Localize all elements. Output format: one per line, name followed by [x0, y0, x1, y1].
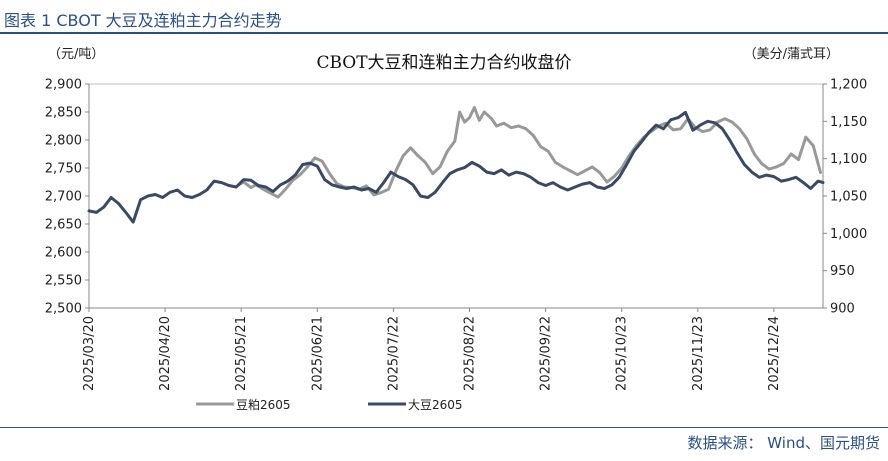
- left-tick-label: 2,750: [45, 162, 82, 177]
- legend-label-1: 大豆2605: [408, 398, 463, 412]
- left-tick-label: 2,500: [45, 302, 82, 317]
- x-tick-label: 2025/05/21: [234, 316, 249, 391]
- right-tick-label: 1,000: [830, 227, 867, 242]
- right-tick-label: 1,050: [830, 190, 867, 205]
- right-tick-label: 1,150: [830, 115, 867, 130]
- right-tick-label: 900: [830, 302, 855, 317]
- left-tick-label: 2,600: [45, 246, 82, 261]
- x-tick-label: 2025/07/22: [386, 316, 401, 391]
- right-tick-label: 1,200: [830, 78, 867, 93]
- header-divider: [0, 32, 888, 34]
- legend-label-0: 豆粕2605: [236, 397, 291, 412]
- series-line-0: [237, 106, 822, 199]
- x-tick-label: 2025/08/22: [463, 316, 478, 391]
- x-tick-label: 2025/10/23: [615, 316, 630, 391]
- page-title: 图表 1 CBOT 大豆及连粕主力合约走势: [4, 11, 282, 30]
- legend: 豆粕2605 大豆2605: [196, 397, 463, 412]
- left-tick-label: 2,700: [45, 190, 82, 205]
- x-tick-label: 2025/12/24: [767, 316, 782, 391]
- left-axis-unit: （元/吨）: [48, 47, 104, 62]
- left-tick-label: 2,900: [45, 78, 82, 93]
- x-tick-label: 2025/11/23: [691, 316, 706, 391]
- series-line-1: [87, 110, 825, 224]
- left-tick-label: 2,800: [45, 134, 82, 149]
- x-tick-label: 2025/06/21: [310, 316, 325, 391]
- footer-divider: [0, 427, 888, 428]
- left-tick-label: 2,850: [45, 106, 82, 121]
- right-tick-label: 950: [830, 264, 855, 279]
- plot-area: 2,500 2,550 2,600 2,650 2,700 2,750 2,800 2,850…: [45, 78, 867, 391]
- data-source: 数据来源： Wind、国元期货: [687, 434, 880, 452]
- right-axis-unit: （美分/蒲式耳）: [744, 47, 839, 62]
- header: 图表 1 CBOT 大豆及连粕主力合约走势: [0, 0, 888, 32]
- left-tick-label: 2,550: [45, 274, 82, 289]
- x-tick-label: 2025/09/22: [539, 316, 554, 391]
- x-tick-label: 2025/04/20: [158, 316, 173, 391]
- left-tick-label: 2,650: [45, 218, 82, 233]
- chart-title: CBOT大豆和连粕主力合约收盘价: [316, 53, 571, 73]
- x-tick-label: 2025/03/20: [82, 316, 97, 391]
- right-tick-label: 1,100: [830, 152, 867, 167]
